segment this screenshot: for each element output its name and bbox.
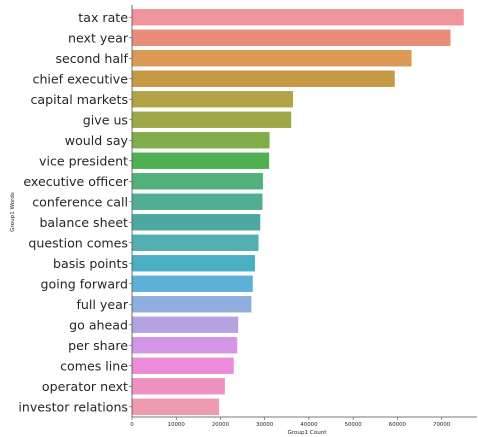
x-axis: 0 10000 20000 30000 40000 50000 60000 70000 <box>130 417 451 428</box>
x-tick-label: 10000 <box>168 422 186 428</box>
y-tick-label: operator next <box>42 379 128 394</box>
bar <box>132 296 252 313</box>
bar <box>132 50 412 67</box>
bar <box>132 173 263 190</box>
y-tick-label: balance sheet <box>39 215 128 230</box>
y-tick-label: vice president <box>39 153 128 168</box>
y-tick-label: second half <box>55 51 128 66</box>
x-tick-label: 50000 <box>345 422 363 428</box>
bar <box>132 91 293 108</box>
y-tick-label: would say <box>65 133 129 148</box>
bar <box>132 337 238 354</box>
bar <box>132 152 270 169</box>
bar <box>132 29 451 46</box>
y-tick-label: full year <box>76 297 128 312</box>
x-tick-label: 20000 <box>212 422 230 428</box>
y-tick-label: conference call <box>32 194 128 209</box>
y-tick-label: give us <box>83 112 128 127</box>
x-tick-label: 70000 <box>433 422 451 428</box>
bars-group <box>132 9 464 415</box>
x-tick-label: 60000 <box>389 422 407 428</box>
y-tick-label: executive officer <box>23 174 128 189</box>
y-tick-label: comes line <box>60 358 128 373</box>
bar <box>132 275 253 292</box>
bar <box>132 9 464 26</box>
y-axis-label: Group1 Words <box>10 192 16 232</box>
bar <box>132 316 239 333</box>
y-tick-label: going forward <box>41 276 128 291</box>
bar <box>132 357 234 374</box>
y-tick-label: basis points <box>53 256 128 271</box>
y-tick-label: chief executive <box>33 71 129 86</box>
x-axis-label: Group1 Count <box>288 430 328 436</box>
bar <box>132 132 270 149</box>
y-tick-label: tax rate <box>78 10 128 25</box>
bar <box>132 193 263 210</box>
y-tick-label: capital markets <box>30 92 128 107</box>
x-tick-label: 30000 <box>256 422 274 428</box>
y-tick-label: investor relations <box>18 399 128 414</box>
x-tick-label: 0 <box>130 422 134 428</box>
bar <box>132 378 225 395</box>
bar <box>132 398 220 415</box>
y-tick-label: question comes <box>28 235 128 250</box>
y-tick-label: next year <box>68 30 129 45</box>
bar <box>132 214 261 231</box>
y-tick-label: go ahead <box>69 317 128 332</box>
x-tick-label: 40000 <box>300 422 318 428</box>
bar <box>132 70 395 87</box>
bar <box>132 111 292 128</box>
bar <box>132 255 255 272</box>
bar <box>132 234 259 251</box>
y-tick-label: per share <box>68 338 128 353</box>
y-tick-labels: tax rate next year second half chief execut… <box>18 10 132 414</box>
